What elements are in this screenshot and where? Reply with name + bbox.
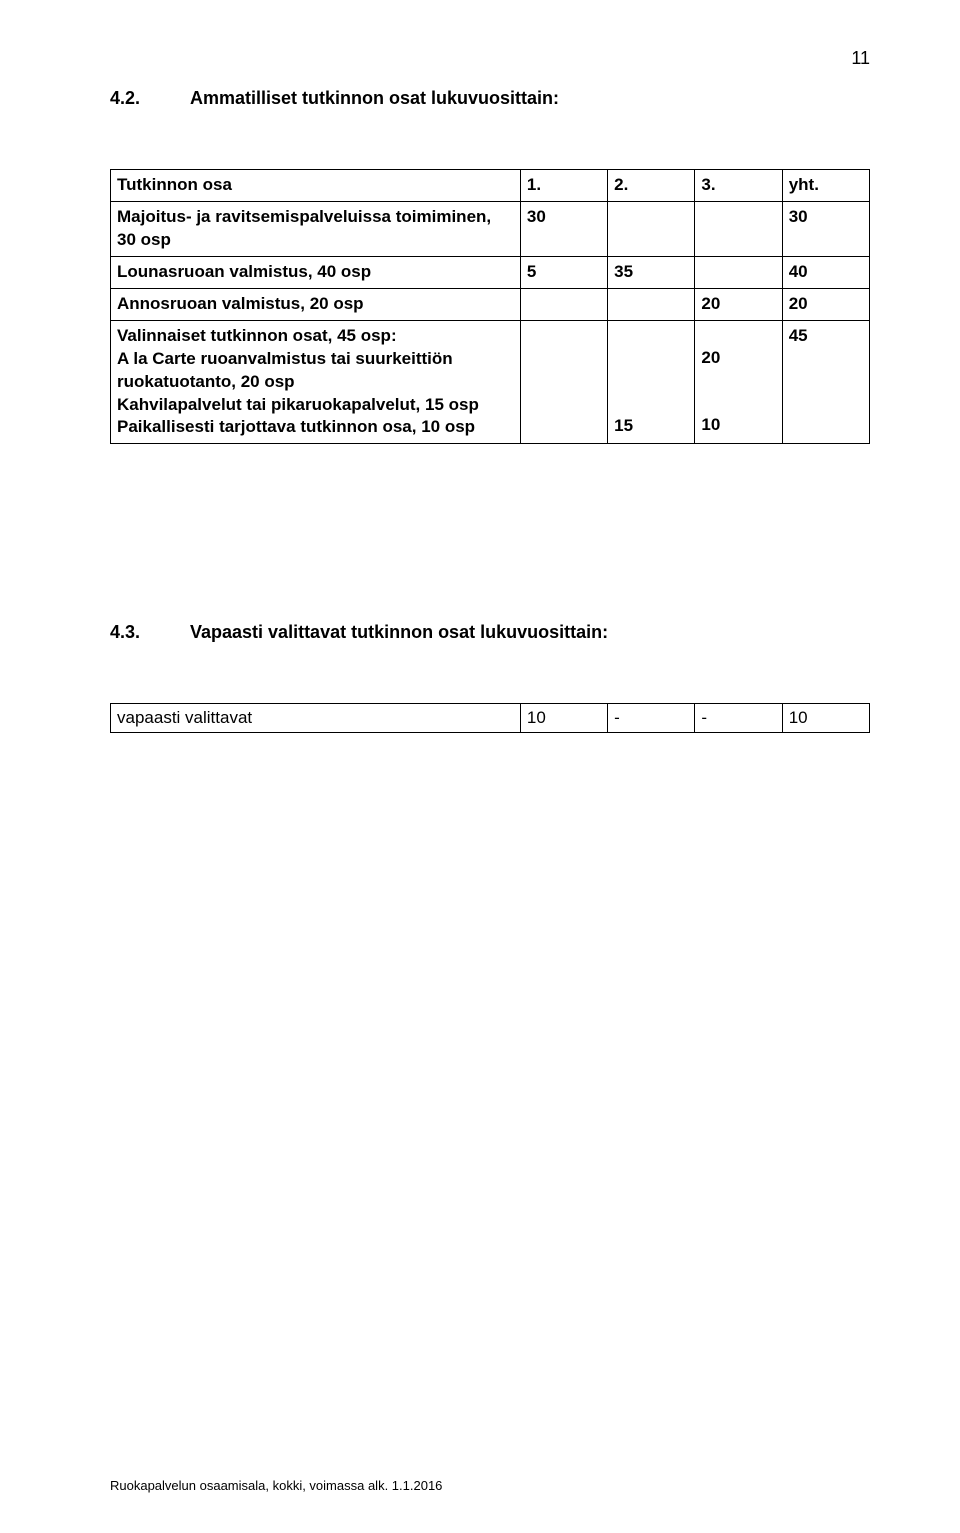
cell-value: 35: [608, 256, 695, 288]
cell-label: vapaasti valittavat: [111, 704, 521, 733]
table-row: Lounasruoan valmistus, 40 osp 5 35 40: [111, 256, 870, 288]
cell-value: [695, 256, 782, 288]
section-4-3-title: Vapaasti valittavat tutkinnon osat lukuv…: [190, 622, 870, 643]
page-number: 11: [851, 48, 870, 69]
cell-value: 40: [782, 256, 869, 288]
cell-value-col3: 20 10: [695, 320, 782, 444]
valinn-col2-15: 15: [614, 415, 688, 438]
cell-value: [608, 201, 695, 256]
cell-value: [520, 288, 607, 320]
cell-label: Majoitus- ja ravitsemispalveluissa toimi…: [111, 201, 521, 256]
cell-value: 20: [782, 288, 869, 320]
table-section-4-3: vapaasti valittavat 10 - - 10: [110, 703, 870, 733]
table-row: Tutkinnon osa 1. 2. 3. yht.: [111, 170, 870, 202]
cell-value: 10: [782, 704, 869, 733]
valinn-col3-20: 20: [701, 347, 775, 370]
cell-value-col1: [520, 320, 607, 444]
valinn-col4-45: 45: [789, 325, 863, 348]
table-row: Valinnaiset tutkinnon osat, 45 osp: A la…: [111, 320, 870, 444]
valinn-line-4: Paikallisesti tarjottava tutkinnon osa, …: [117, 416, 514, 439]
table-section-4-2: Tutkinnon osa 1. 2. 3. yht. Majoitus- ja…: [110, 169, 870, 444]
section-4-3-heading: 4.3. Vapaasti valittavat tutkinnon osat …: [110, 622, 870, 643]
table-row: Annosruoan valmistus, 20 osp 20 20: [111, 288, 870, 320]
section-4-2-num: 4.2.: [110, 88, 190, 109]
section-4-2-title: Ammatilliset tutkinnon osat lukuvuositta…: [190, 88, 870, 109]
valinn-line-1: Valinnaiset tutkinnon osat, 45 osp:: [117, 325, 514, 348]
table-row: Majoitus- ja ravitsemispalveluissa toimi…: [111, 201, 870, 256]
cell-value: [608, 288, 695, 320]
cell-value-col2: 15: [608, 320, 695, 444]
cell-value: 20: [695, 288, 782, 320]
section-4-2-heading: 4.2. Ammatilliset tutkinnon osat lukuvuo…: [110, 88, 870, 109]
section-4-3-num: 4.3.: [110, 622, 190, 643]
cell-value: 5: [520, 256, 607, 288]
cell-value: 10: [520, 704, 607, 733]
cell-value: 30: [520, 201, 607, 256]
cell-label-block: Valinnaiset tutkinnon osat, 45 osp: A la…: [111, 320, 521, 444]
valinn-line-2: A la Carte ruoanvalmistus tai suurkeitti…: [117, 348, 514, 394]
cell-value: 30: [782, 201, 869, 256]
cell-label: Lounasruoan valmistus, 40 osp: [111, 256, 521, 288]
cell-value: -: [695, 704, 782, 733]
cell-value: [695, 201, 782, 256]
cell-header-label: Tutkinnon osa: [111, 170, 521, 202]
valinn-line-3: Kahvilapalvelut tai pikaruokapalvelut, 1…: [117, 394, 514, 417]
footer-text: Ruokapalvelun osaamisala, kokki, voimass…: [110, 1478, 442, 1493]
cell-header-2: 2.: [608, 170, 695, 202]
cell-header-yht: yht.: [782, 170, 869, 202]
cell-value-col4: 45: [782, 320, 869, 444]
cell-header-3: 3.: [695, 170, 782, 202]
table-row: vapaasti valittavat 10 - - 10: [111, 704, 870, 733]
valinn-col3-10: 10: [701, 414, 775, 437]
cell-label: Annosruoan valmistus, 20 osp: [111, 288, 521, 320]
cell-value: -: [608, 704, 695, 733]
cell-header-1: 1.: [520, 170, 607, 202]
